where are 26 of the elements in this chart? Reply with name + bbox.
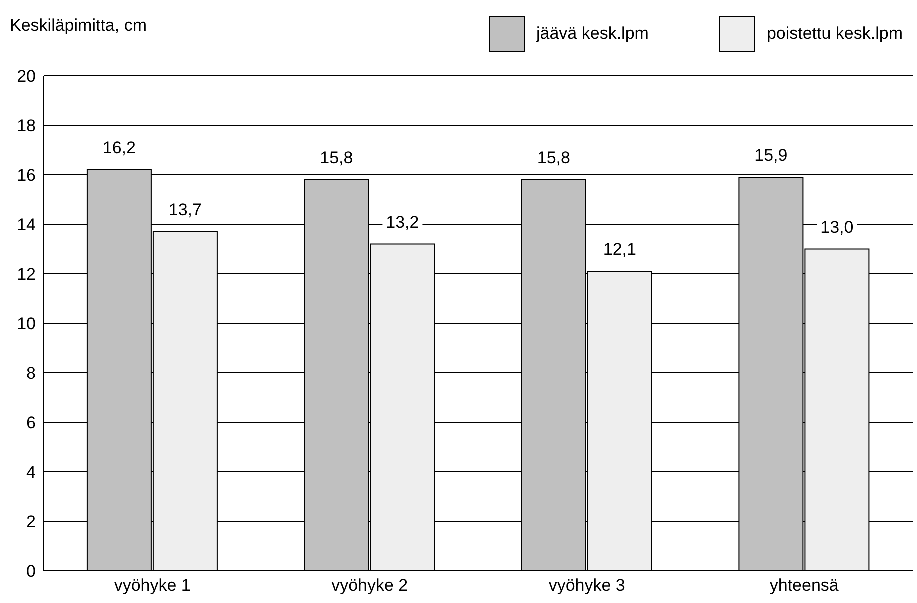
x-tick-label: yhteensä — [770, 576, 840, 596]
data-label: 12,1 — [603, 240, 636, 260]
y-axis-title: Keskiläpimitta, cm — [10, 16, 147, 36]
legend-label: jäävä kesk.lpm — [536, 24, 649, 44]
data-label: 13,0 — [820, 218, 854, 237]
y-tick-label: 14 — [17, 216, 36, 235]
y-tick-label: 18 — [17, 116, 36, 136]
x-tick-label: vyöhyke 2 — [332, 576, 408, 596]
y-tick-label: 2 — [26, 512, 36, 532]
x-tick-label: vyöhyke 1 — [114, 576, 191, 596]
data-label: 16,2 — [102, 138, 136, 158]
data-label: 15,8 — [537, 148, 570, 168]
y-tick-label: 8 — [26, 364, 36, 384]
data-label: 15,9 — [754, 146, 788, 165]
y-tick-label: 12 — [17, 265, 36, 284]
y-tick-label: 6 — [26, 414, 36, 433]
legend-label: poistettu kesk.lpm — [766, 24, 903, 44]
data-label: 15,8 — [320, 148, 354, 168]
data-label: 13,2 — [386, 212, 420, 232]
y-tick-label: 4 — [26, 463, 36, 482]
x-tick-label: vyöhyke 3 — [548, 576, 626, 596]
y-tick-label: 20 — [17, 67, 36, 86]
data-label: 13,7 — [168, 200, 202, 220]
y-tick-label: 10 — [17, 314, 36, 334]
y-tick-label: 16 — [17, 166, 36, 186]
y-tick-label: 0 — [26, 562, 36, 582]
